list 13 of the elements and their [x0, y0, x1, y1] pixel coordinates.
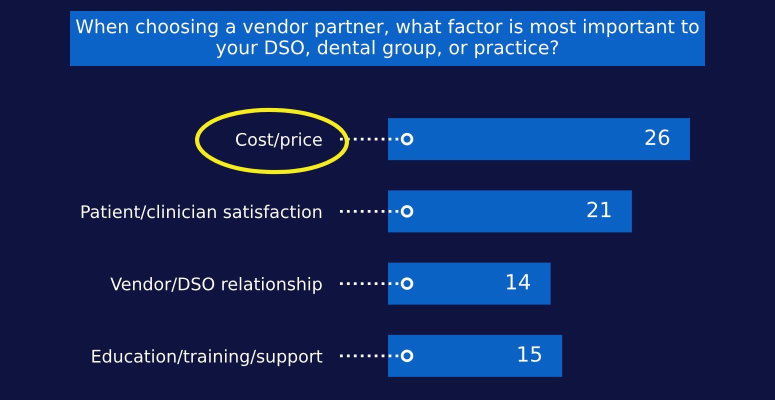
chart-title: When choosing a vendor partner, what factor is most important to your DSO, dental group, or practice? — [76, 18, 699, 58]
data-label: 15 — [518, 346, 541, 362]
bar — [388, 118, 690, 160]
data-label: 21 — [587, 202, 611, 218]
y-tick-label: Cost/price — [236, 132, 322, 150]
bar — [388, 190, 632, 232]
bar — [388, 334, 562, 377]
y-tick-label: Vendor/DSO relationship — [110, 277, 322, 294]
data-label: 26 — [646, 129, 670, 146]
bar — [388, 262, 551, 305]
data-label: 14 — [506, 274, 530, 290]
y-tick-label: Patient/clinician satisfaction — [82, 204, 322, 220]
y-tick-label: Education/training/support — [92, 349, 322, 366]
